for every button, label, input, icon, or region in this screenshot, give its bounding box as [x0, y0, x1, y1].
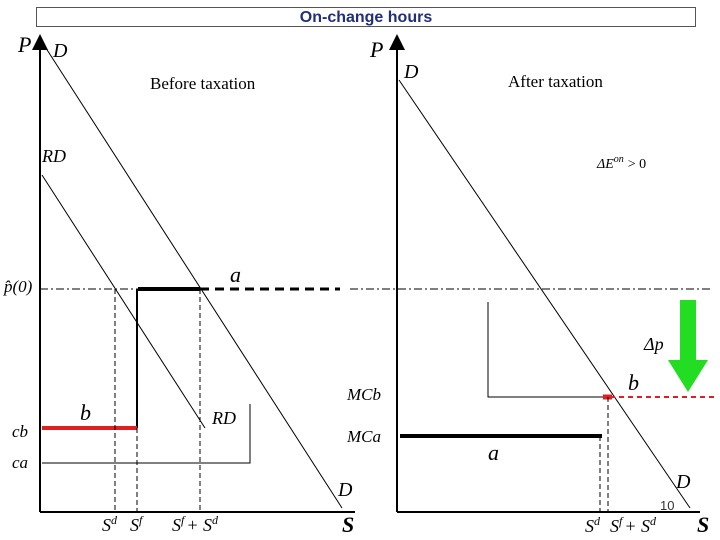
left-x-tick-sfsd: Sf + Sd	[172, 513, 219, 535]
right-caption: After taxation	[508, 72, 603, 91]
right-segment-b-label: b	[628, 370, 639, 395]
right-demand-line	[398, 79, 691, 509]
right-segment-a-label: a	[488, 440, 499, 465]
left-demand-line	[41, 41, 343, 509]
left-demand-label-top: D	[52, 40, 68, 62]
left-demand-label-bottom: D	[337, 479, 353, 501]
left-x-axis-label: S	[342, 512, 354, 537]
right-mcb-line	[487, 302, 610, 398]
right-demand-label-top: D	[403, 61, 419, 83]
right-delta-p: Δp	[643, 334, 664, 354]
left-x-tick-sd: Sd	[102, 513, 118, 535]
left-segment-a-label: a	[230, 262, 241, 287]
right-x-tick-sfsd: Sf + Sd	[610, 514, 657, 536]
left-price-label: p̂(0)	[3, 277, 33, 296]
left-ca-line	[42, 404, 251, 464]
left-cb-label: cb	[12, 422, 28, 441]
left-y-axis-label: P	[17, 32, 31, 57]
left-rd-label-mid: RD	[211, 408, 236, 428]
right-x-axis-label: S	[697, 512, 709, 537]
left-segment-b-label: b	[80, 400, 91, 425]
left-rd-line	[41, 174, 206, 429]
right-panel: P D After taxation ΔEon > 0 Δp MCb b MCa …	[346, 34, 715, 537]
right-y-axis-label: P	[369, 37, 383, 62]
page-number: 10	[660, 498, 674, 513]
left-rd-label-top: RD	[41, 146, 66, 166]
right-delta-e: ΔEon > 0	[596, 154, 646, 172]
left-panel: P D Before taxation RD p̂(0) a b RD cb c…	[3, 32, 355, 537]
right-mcb-label: MCb	[346, 385, 381, 404]
left-caption: Before taxation	[150, 74, 256, 93]
left-ca-label: ca	[12, 453, 28, 472]
price-decrease-arrow	[668, 300, 708, 392]
page-title: On-change hours	[36, 7, 696, 27]
right-x-tick-sd: Sd	[585, 514, 601, 536]
right-demand-label-bottom: D	[675, 471, 691, 493]
right-mca-label: MCa	[346, 427, 381, 446]
left-x-tick-sf: Sf	[130, 513, 144, 535]
